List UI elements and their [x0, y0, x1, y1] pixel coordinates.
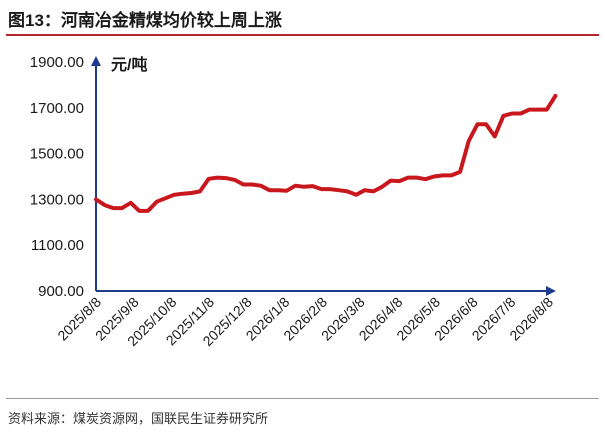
y-tick-label: 1100.00 — [31, 237, 84, 254]
y-tick-label: 1700.00 — [30, 100, 84, 117]
footer-divider — [6, 398, 599, 399]
figure-title: 图13：河南冶金精煤均价较上周上涨 — [8, 11, 282, 30]
y-axis-arrow — [91, 56, 101, 66]
title-divider — [6, 34, 599, 36]
x-axis-arrow — [546, 286, 556, 296]
unit-label: 元/吨 — [111, 55, 147, 74]
price-series-line — [94, 93, 558, 213]
y-tick-label: 1900.00 — [30, 54, 84, 71]
y-tick-label: 1500.00 — [30, 146, 84, 163]
y-tick-label: 1300.00 — [30, 191, 84, 208]
y-tick-label: 900.00 — [38, 283, 84, 300]
line-chart: 900.00 1100.00 1300.00 1500.00 1700.00 1900.0… — [30, 54, 558, 349]
source-note: 资料来源：煤炭资源网，国联民生证券研究所 — [8, 411, 269, 426]
